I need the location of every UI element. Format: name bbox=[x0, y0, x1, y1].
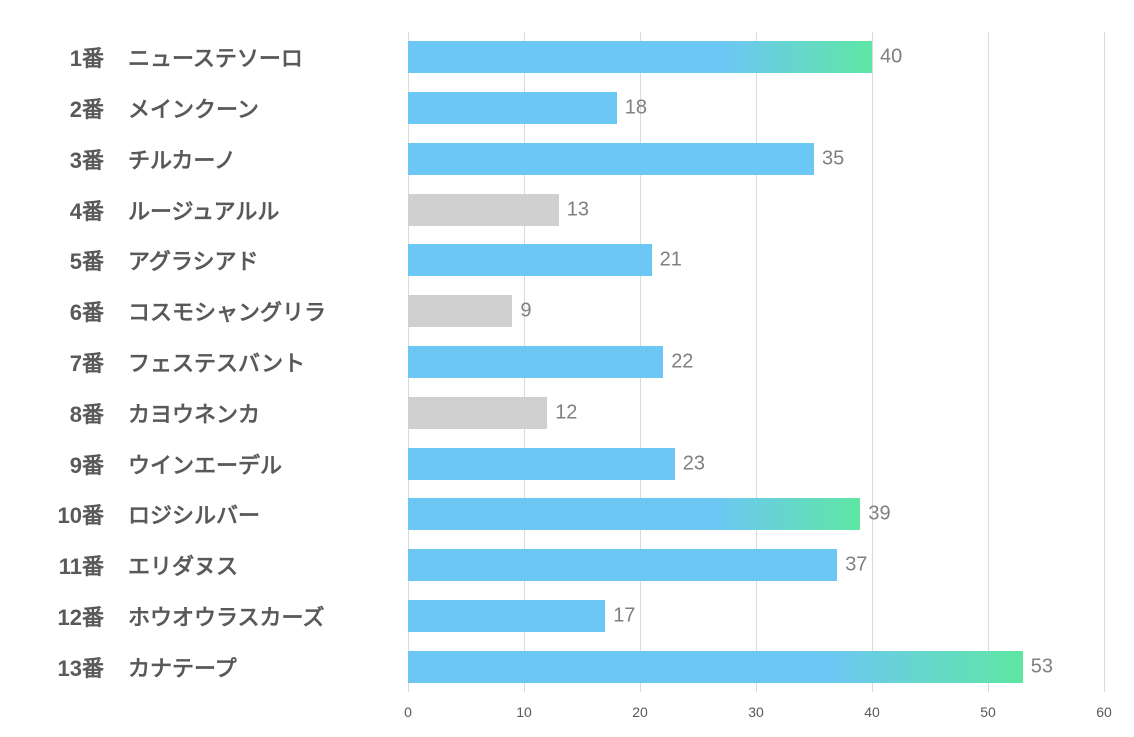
row-label: 13番カナテープ bbox=[32, 641, 408, 692]
bar-value-label: 18 bbox=[617, 97, 647, 120]
bar: 37 bbox=[408, 549, 837, 581]
row-number: 13番 bbox=[32, 651, 104, 683]
bar-value-label: 40 bbox=[872, 46, 902, 69]
row-number: 10番 bbox=[32, 498, 104, 530]
x-axis-tick-label: 30 bbox=[748, 704, 764, 720]
x-axis-tick-label: 50 bbox=[980, 704, 996, 720]
row-label: 8番カヨウネンカ bbox=[32, 387, 408, 438]
x-axis-tick-label: 40 bbox=[864, 704, 880, 720]
row-name: カヨウネンカ bbox=[128, 397, 260, 429]
bar: 35 bbox=[408, 143, 814, 175]
row-name: メインクーン bbox=[128, 92, 259, 124]
bar: 13 bbox=[408, 194, 559, 226]
row-label: 10番ロジシルバー bbox=[32, 489, 408, 540]
row-name: エリダヌス bbox=[128, 549, 238, 581]
row-label: 11番エリダヌス bbox=[32, 540, 408, 591]
row-number: 11番 bbox=[32, 549, 104, 581]
row-label: 1番ニューステソーロ bbox=[32, 32, 408, 83]
row-name: コスモシャングリラ bbox=[128, 295, 326, 327]
row-number: 6番 bbox=[32, 295, 104, 327]
bar-value-label: 13 bbox=[559, 198, 589, 221]
row-label: 6番コスモシャングリラ bbox=[32, 286, 408, 337]
row-label: 3番チルカーノ bbox=[32, 134, 408, 185]
row-number: 7番 bbox=[32, 346, 104, 378]
row-label: 9番ウインエーデル bbox=[32, 438, 408, 489]
row-name: チルカーノ bbox=[128, 143, 236, 175]
gridline bbox=[756, 32, 757, 692]
row-name: フェステスバント bbox=[128, 346, 305, 378]
row-number: 2番 bbox=[32, 92, 104, 124]
row-number: 5番 bbox=[32, 244, 104, 276]
row-name: ニューステソーロ bbox=[128, 41, 303, 73]
bar: 17 bbox=[408, 600, 605, 632]
bar: 12 bbox=[408, 397, 547, 429]
row-name: アグラシアド bbox=[128, 244, 258, 276]
bar: 53 bbox=[408, 651, 1023, 683]
row-name: ロジシルバー bbox=[128, 498, 260, 530]
x-axis-tick-label: 20 bbox=[632, 704, 648, 720]
row-number: 3番 bbox=[32, 143, 104, 175]
bar-value-label: 21 bbox=[652, 249, 682, 272]
row-name: ウインエーデル bbox=[128, 448, 282, 480]
bar-value-label: 53 bbox=[1023, 655, 1053, 678]
gridline bbox=[1104, 32, 1105, 692]
bar: 23 bbox=[408, 448, 675, 480]
bar-value-label: 37 bbox=[837, 554, 867, 577]
row-name: カナテープ bbox=[128, 651, 237, 683]
gridline bbox=[988, 32, 989, 692]
bar-value-label: 23 bbox=[675, 452, 705, 475]
row-name: ルージュアルル bbox=[128, 194, 279, 226]
x-axis-tick-label: 60 bbox=[1096, 704, 1112, 720]
row-label: 4番ルージュアルル bbox=[32, 184, 408, 235]
row-number: 1番 bbox=[32, 41, 104, 73]
bar: 40 bbox=[408, 41, 872, 73]
row-label: 5番アグラシアド bbox=[32, 235, 408, 286]
bar-value-label: 17 bbox=[605, 604, 635, 627]
bar-value-label: 35 bbox=[814, 147, 844, 170]
bar: 18 bbox=[408, 92, 617, 124]
row-number: 12番 bbox=[32, 600, 104, 632]
bar: 9 bbox=[408, 295, 512, 327]
gridline bbox=[872, 32, 873, 692]
x-axis-tick-label: 10 bbox=[516, 704, 532, 720]
row-label: 7番フェステスバント bbox=[32, 337, 408, 388]
row-number: 9番 bbox=[32, 448, 104, 480]
row-number: 4番 bbox=[32, 194, 104, 226]
bar: 21 bbox=[408, 244, 652, 276]
row-number: 8番 bbox=[32, 397, 104, 429]
bar-value-label: 39 bbox=[860, 503, 890, 526]
bar-value-label: 22 bbox=[663, 351, 693, 374]
bar-value-label: 9 bbox=[512, 300, 531, 323]
row-label: 2番メインクーン bbox=[32, 83, 408, 134]
bar: 39 bbox=[408, 498, 860, 530]
bar-value-label: 12 bbox=[547, 401, 577, 424]
row-label: 12番ホウオウラスカーズ bbox=[32, 590, 408, 641]
bar: 22 bbox=[408, 346, 663, 378]
row-name: ホウオウラスカーズ bbox=[128, 600, 324, 632]
horizontal-bar-chart: 01020304050601番ニューステソーロ402番メインクーン183番チルカ… bbox=[0, 0, 1134, 737]
x-axis-tick-label: 0 bbox=[404, 704, 412, 720]
